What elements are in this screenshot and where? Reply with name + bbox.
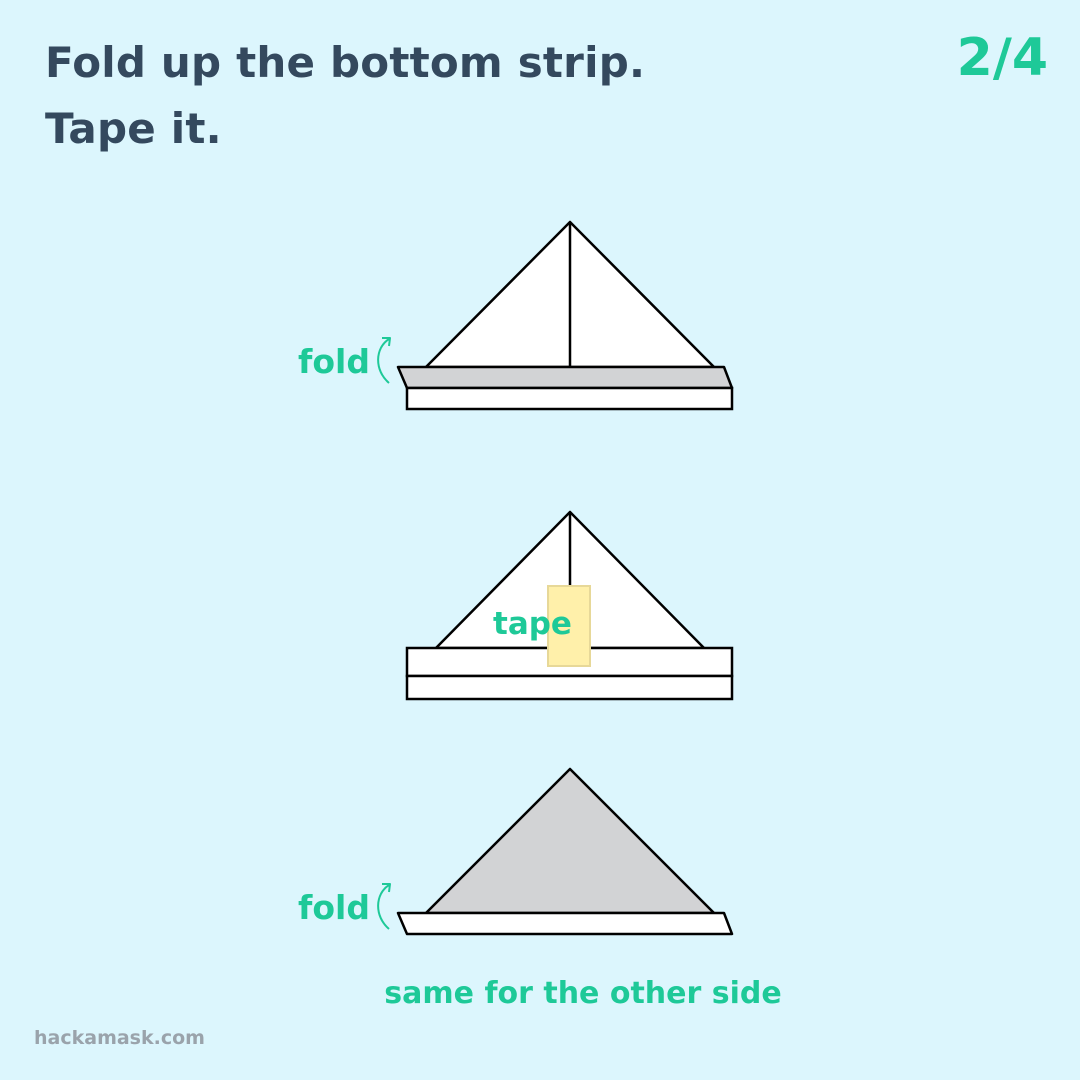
hat-step-fold-first-strip: fold <box>298 220 734 411</box>
hat-back-triangle <box>424 767 716 915</box>
folding-strip <box>396 365 734 390</box>
folding-strip <box>396 911 734 936</box>
site-credit: hackamask.com <box>34 1027 205 1049</box>
instruction-line-1: Fold up the bottom strip. <box>45 38 646 87</box>
instruction-line-2: Tape it. <box>45 104 222 153</box>
fold-arrow-head <box>382 337 391 347</box>
fold-arrow-icon <box>377 884 390 930</box>
fold-label: fold <box>298 888 370 927</box>
bottom-brim <box>405 386 734 411</box>
hat-step-other-side: fold same for the other side <box>298 767 782 1011</box>
step-counter: 2/4 <box>956 28 1048 88</box>
fold-arrow-icon <box>377 338 390 384</box>
bottom-brim <box>405 674 734 701</box>
hat-step-taped: tape <box>405 510 734 701</box>
repeat-caption: same for the other side <box>384 976 781 1011</box>
fold-label: fold <box>298 342 370 381</box>
tape-strip <box>547 585 591 667</box>
fold-arrow-head <box>382 883 391 893</box>
tape-label: tape <box>493 606 572 642</box>
